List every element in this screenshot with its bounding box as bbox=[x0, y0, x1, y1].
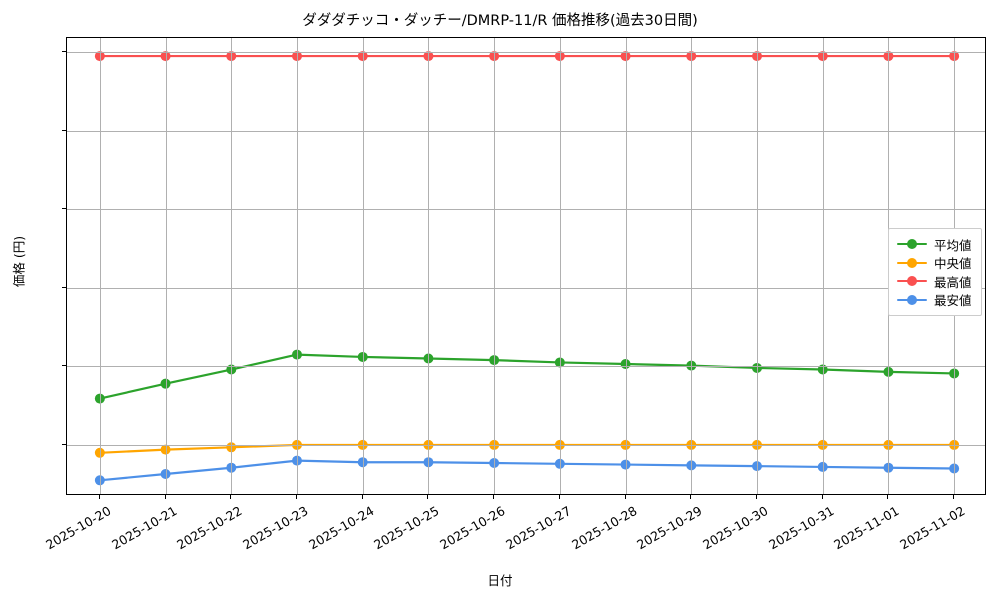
y-axis-tick-mark bbox=[62, 208, 66, 210]
x-axis-tick-label: 2025-10-29 bbox=[634, 503, 705, 553]
x-axis-tick-label: 2025-10-22 bbox=[174, 503, 245, 553]
x-axis-tick-mark bbox=[690, 495, 692, 499]
gridline-vertical bbox=[625, 38, 627, 494]
legend-item-label: 最安値 bbox=[934, 293, 972, 309]
x-axis-tick-mark bbox=[164, 495, 166, 499]
y-axis-tick-mark bbox=[62, 129, 66, 131]
gridline-vertical bbox=[822, 38, 824, 494]
x-axis-tick-mark bbox=[361, 495, 363, 499]
gridline-horizontal bbox=[67, 366, 985, 368]
legend-item-label: 中央値 bbox=[934, 256, 972, 272]
gridline-horizontal bbox=[67, 130, 985, 132]
legend-swatch-icon bbox=[897, 237, 927, 251]
x-axis-tick-mark bbox=[230, 495, 232, 499]
x-axis-tick-label: 2025-10-27 bbox=[502, 503, 574, 553]
x-axis-tick-mark bbox=[427, 495, 429, 499]
gridline-horizontal bbox=[67, 52, 985, 54]
gridline-vertical bbox=[362, 38, 364, 494]
gridline-vertical bbox=[559, 38, 561, 494]
chart-legend: 平均値中央値最高値最安値 bbox=[888, 228, 982, 316]
x-axis-tick-mark bbox=[493, 495, 495, 499]
y-axis-tick-mark bbox=[62, 51, 66, 53]
y-axis-title: 価格 (円) bbox=[11, 235, 27, 288]
x-axis-tick-mark bbox=[821, 495, 823, 499]
gridline-vertical bbox=[428, 38, 430, 494]
legend-item[interactable]: 中央値 bbox=[897, 254, 972, 273]
x-axis-tick-mark bbox=[296, 495, 297, 499]
gridline-vertical bbox=[691, 38, 693, 494]
gridline-horizontal bbox=[67, 209, 985, 211]
x-axis-tick-mark bbox=[887, 495, 889, 499]
legend-item[interactable]: 最安値 bbox=[897, 291, 972, 310]
gridline-vertical bbox=[297, 38, 298, 494]
x-axis-tick-label: 2025-10-24 bbox=[305, 503, 377, 553]
gridline-vertical bbox=[757, 38, 758, 494]
legend-swatch-icon bbox=[897, 274, 927, 288]
x-axis-tick-label: 2025-10-23 bbox=[240, 503, 311, 553]
x-axis-tick-mark bbox=[98, 495, 100, 499]
legend-swatch-icon bbox=[897, 256, 927, 270]
gridline-vertical bbox=[494, 38, 496, 494]
x-axis-tick-mark bbox=[953, 495, 955, 499]
series-layer bbox=[94, 51, 960, 486]
y-axis-tick-mark bbox=[62, 286, 66, 288]
legend-item[interactable]: 最高値 bbox=[897, 272, 972, 291]
x-axis-tick-label: 2025-10-20 bbox=[42, 503, 114, 553]
x-axis-tick-label: 2025-10-21 bbox=[108, 503, 180, 553]
legend-item[interactable]: 平均値 bbox=[897, 235, 972, 254]
x-axis-tick-label: 2025-11-01 bbox=[831, 503, 902, 553]
x-axis-tick-label: 2025-10-25 bbox=[371, 503, 442, 553]
x-axis-tick-mark bbox=[624, 495, 626, 499]
chart-title: ダダダチッコ・ダッチー/DMRP-11/R 価格推移(過去30日間) bbox=[302, 13, 698, 29]
legend-item-label: 最高値 bbox=[934, 274, 972, 290]
x-axis-tick-mark bbox=[756, 495, 757, 499]
y-axis-tick-mark bbox=[62, 365, 66, 367]
x-axis-tick-label: 2025-10-30 bbox=[700, 503, 771, 553]
gridline-horizontal bbox=[67, 287, 985, 289]
y-axis-tick-mark bbox=[62, 443, 66, 445]
plot-area bbox=[66, 37, 986, 495]
x-axis-tick-label: 2025-10-31 bbox=[765, 503, 837, 553]
gridline-vertical bbox=[231, 38, 233, 494]
legend-swatch-icon bbox=[897, 293, 927, 307]
gridline-vertical bbox=[165, 38, 167, 494]
legend-item-label: 平均値 bbox=[934, 237, 972, 253]
x-axis-tick-label: 2025-10-28 bbox=[568, 503, 640, 553]
x-axis-tick-label: 2025-11-02 bbox=[897, 503, 968, 553]
series-line bbox=[98, 353, 956, 400]
x-axis-title: 日付 bbox=[487, 573, 513, 588]
x-axis-tick-label: 2025-10-26 bbox=[437, 503, 508, 553]
series-line bbox=[98, 459, 956, 482]
gridline-horizontal bbox=[67, 444, 985, 446]
gridline-vertical bbox=[99, 38, 101, 494]
x-axis-tick-mark bbox=[558, 495, 560, 499]
